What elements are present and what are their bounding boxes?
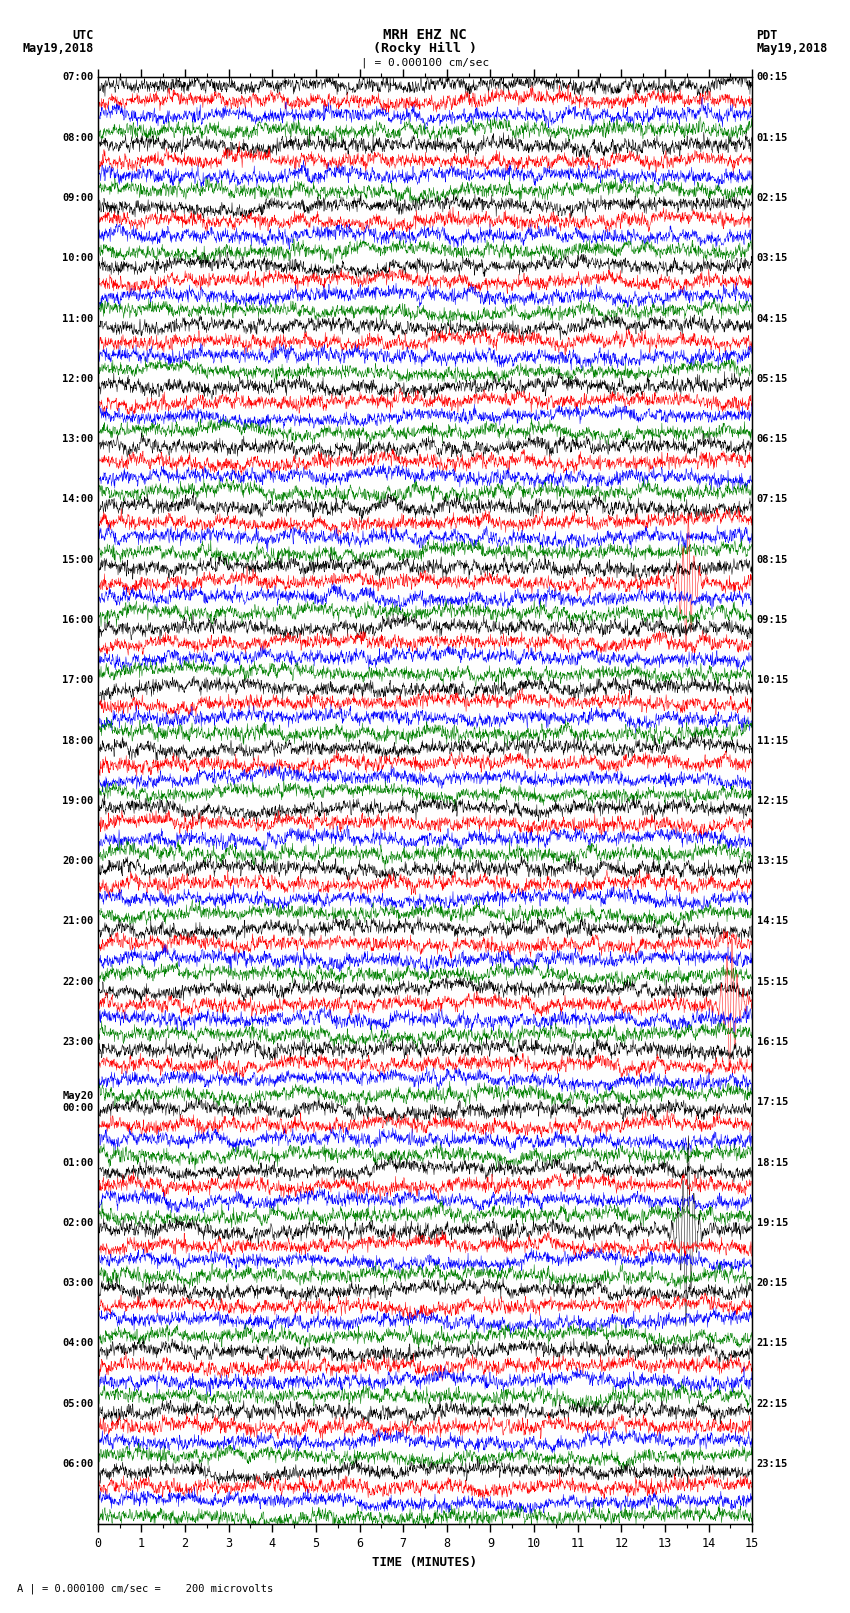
- Text: May19,2018: May19,2018: [756, 42, 828, 55]
- Text: 18:00: 18:00: [62, 736, 94, 745]
- Text: 09:00: 09:00: [62, 194, 94, 203]
- Text: 21:00: 21:00: [62, 916, 94, 926]
- Text: A | = 0.000100 cm/sec =    200 microvolts: A | = 0.000100 cm/sec = 200 microvolts: [17, 1582, 273, 1594]
- Text: 17:00: 17:00: [62, 676, 94, 686]
- Text: 09:15: 09:15: [756, 615, 788, 624]
- Text: (Rocky Hill ): (Rocky Hill ): [373, 42, 477, 55]
- Text: 11:00: 11:00: [62, 313, 94, 324]
- Text: 17:15: 17:15: [756, 1097, 788, 1107]
- Text: 07:00: 07:00: [62, 73, 94, 82]
- Text: 18:15: 18:15: [756, 1158, 788, 1168]
- Text: 00:15: 00:15: [756, 73, 788, 82]
- Text: 16:15: 16:15: [756, 1037, 788, 1047]
- Text: May19,2018: May19,2018: [22, 42, 94, 55]
- Text: 08:15: 08:15: [756, 555, 788, 565]
- Text: PDT: PDT: [756, 29, 778, 42]
- Text: 02:00: 02:00: [62, 1218, 94, 1227]
- Text: 19:00: 19:00: [62, 795, 94, 806]
- Text: 01:00: 01:00: [62, 1158, 94, 1168]
- Text: 22:00: 22:00: [62, 977, 94, 987]
- Text: 03:15: 03:15: [756, 253, 788, 263]
- Text: 04:00: 04:00: [62, 1339, 94, 1348]
- Text: 02:15: 02:15: [756, 194, 788, 203]
- Text: 05:15: 05:15: [756, 374, 788, 384]
- Text: 16:00: 16:00: [62, 615, 94, 624]
- Text: 08:00: 08:00: [62, 132, 94, 142]
- Text: 14:00: 14:00: [62, 495, 94, 505]
- Text: 23:15: 23:15: [756, 1460, 788, 1469]
- Text: May20
00:00: May20 00:00: [62, 1092, 94, 1113]
- Text: 03:00: 03:00: [62, 1277, 94, 1289]
- X-axis label: TIME (MINUTES): TIME (MINUTES): [372, 1557, 478, 1569]
- Text: 05:00: 05:00: [62, 1398, 94, 1408]
- Text: 21:15: 21:15: [756, 1339, 788, 1348]
- Text: 12:00: 12:00: [62, 374, 94, 384]
- Text: 07:15: 07:15: [756, 495, 788, 505]
- Text: 06:15: 06:15: [756, 434, 788, 444]
- Text: 15:15: 15:15: [756, 977, 788, 987]
- Text: 04:15: 04:15: [756, 313, 788, 324]
- Text: 23:00: 23:00: [62, 1037, 94, 1047]
- Text: MRH EHZ NC: MRH EHZ NC: [383, 27, 467, 42]
- Text: | = 0.000100 cm/sec: | = 0.000100 cm/sec: [361, 56, 489, 68]
- Text: 13:15: 13:15: [756, 857, 788, 866]
- Text: 14:15: 14:15: [756, 916, 788, 926]
- Text: 19:15: 19:15: [756, 1218, 788, 1227]
- Text: 11:15: 11:15: [756, 736, 788, 745]
- Text: 06:00: 06:00: [62, 1460, 94, 1469]
- Text: 13:00: 13:00: [62, 434, 94, 444]
- Text: 10:00: 10:00: [62, 253, 94, 263]
- Text: 22:15: 22:15: [756, 1398, 788, 1408]
- Text: 01:15: 01:15: [756, 132, 788, 142]
- Text: UTC: UTC: [72, 29, 94, 42]
- Text: 20:00: 20:00: [62, 857, 94, 866]
- Text: 20:15: 20:15: [756, 1277, 788, 1289]
- Text: 15:00: 15:00: [62, 555, 94, 565]
- Text: 10:15: 10:15: [756, 676, 788, 686]
- Text: 12:15: 12:15: [756, 795, 788, 806]
